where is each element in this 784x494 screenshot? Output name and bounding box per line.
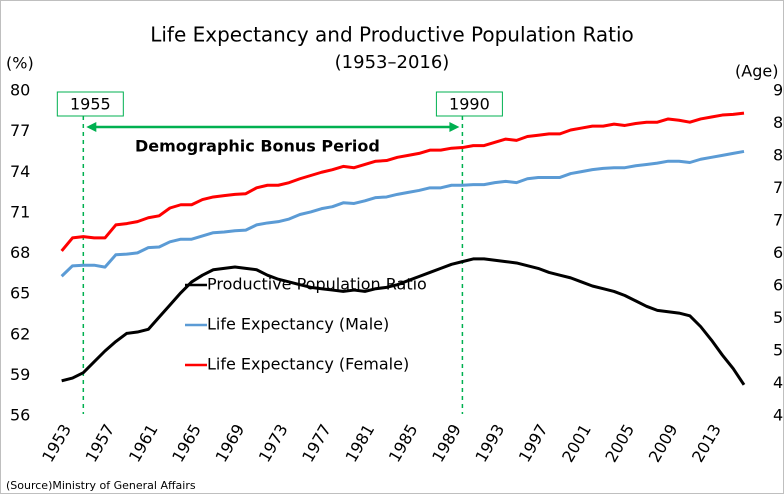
chart-subtitle: (1953–2016) [335, 52, 450, 73]
annotation: Demographic Bonus Period [135, 137, 380, 156]
y2-tick-label: 90 [773, 81, 784, 100]
y-tick-label: 80 [10, 81, 30, 100]
series-line [60, 111, 745, 252]
legend-label: Productive Population Ratio [207, 275, 427, 294]
y-tick-label: 74 [10, 162, 30, 181]
y2-tick-label: 65 [773, 243, 784, 262]
y2-axis-label: (Age) [735, 62, 778, 81]
y2-tick-label: 45 [773, 373, 784, 392]
y-tick-label: 59 [10, 365, 30, 384]
y-tick-label: 68 [10, 243, 30, 262]
source-note: (Source)Ministry of General Affairs [6, 479, 196, 492]
y-tick-label: 65 [10, 284, 30, 303]
period-label: 1955 [70, 95, 111, 114]
y2-tick-label: 80 [773, 146, 784, 165]
y-axis-label: (%) [6, 54, 34, 73]
series-line [60, 149, 745, 278]
period-box [435, 91, 503, 117]
y2-tick-label: 75 [773, 178, 784, 197]
legend-label: Life Expectancy (Female) [207, 355, 409, 374]
y2-tick-label: 70 [773, 211, 784, 230]
y2-tick-label: 40 [773, 406, 784, 425]
period-box [56, 91, 124, 117]
y-tick-label: 56 [10, 406, 30, 425]
arrow-head [449, 122, 460, 132]
legend-label: Life Expectancy (Male) [207, 315, 389, 334]
series-line [61, 257, 746, 386]
arrow-head [86, 122, 97, 132]
y2-tick-label: 55 [773, 308, 784, 327]
y2-tick-label: 60 [773, 276, 784, 295]
period-label: 1990 [449, 95, 490, 114]
y-tick-label: 77 [10, 121, 30, 140]
chart-title: Life Expectancy and Productive Populatio… [150, 23, 634, 47]
y2-tick-label: 85 [773, 113, 784, 132]
y2-tick-label: 50 [773, 341, 784, 360]
y-tick-label: 62 [10, 324, 30, 343]
y-tick-label: 71 [10, 202, 30, 221]
